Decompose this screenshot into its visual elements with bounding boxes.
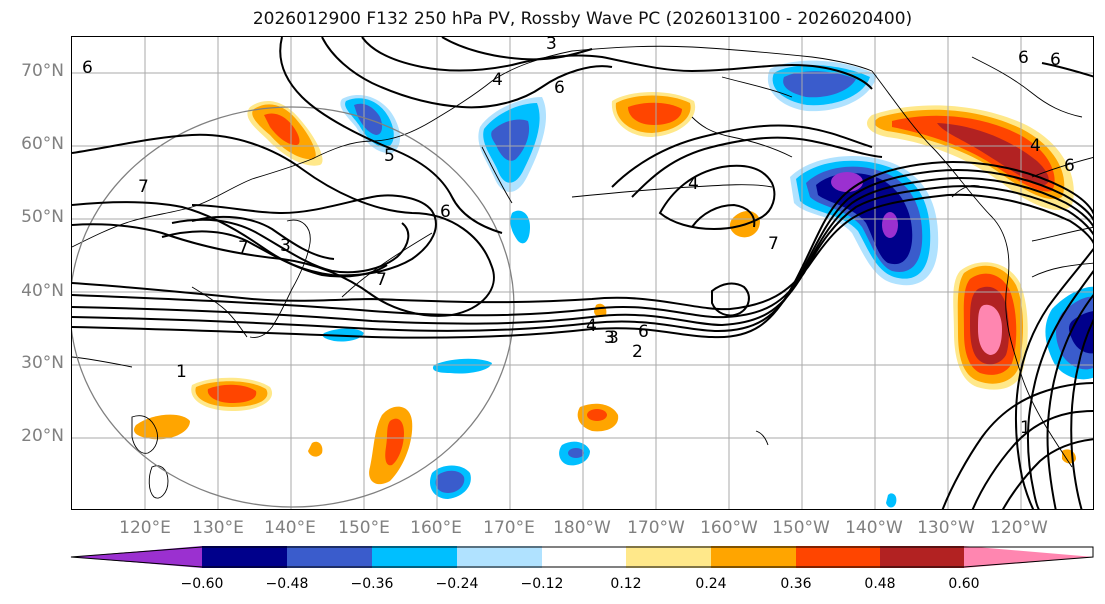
lat-label-30n: 30°N <box>21 353 64 373</box>
contour-label: 3 <box>280 236 291 256</box>
lon-label-140w: 140°W <box>845 518 903 538</box>
positive-anomaly-tiny-3 <box>1062 449 1076 464</box>
lat-label-70n: 70°N <box>21 61 64 81</box>
colorbar-segment <box>287 546 372 568</box>
colorbar <box>70 546 1094 568</box>
lon-label-160e: 160°E <box>410 518 462 538</box>
contour-label: 6 <box>1018 48 1029 68</box>
contour-label: 4 <box>492 70 503 90</box>
contour-label: 6 <box>1050 50 1061 70</box>
positive-anomaly-core-east <box>587 409 607 421</box>
contour-label: 3 <box>546 37 557 54</box>
contour-label: 1 <box>176 362 187 382</box>
positive-anomaly-subtropical-southwest <box>133 414 190 440</box>
lon-label-160w: 160°W <box>700 518 758 538</box>
contour-label: 4 <box>586 316 597 336</box>
colorbar-segment <box>880 546 964 568</box>
negative-anomaly-subtropical-4 <box>559 441 590 466</box>
contour-label: 1 <box>1020 418 1031 438</box>
colorbar-segment <box>202 546 287 568</box>
contour-label: 6 <box>82 58 93 78</box>
lon-label-180w: 180°W <box>553 518 611 538</box>
colorbar-tick-label: 0.24 <box>695 576 727 592</box>
lon-label-150w: 150°W <box>772 518 830 538</box>
contour-label: 7 <box>376 270 387 290</box>
lon-label-130w: 130°W <box>917 518 975 538</box>
contour-label: 7 <box>238 238 249 258</box>
colorbar-tick-label: −0.36 <box>350 576 394 592</box>
lon-label-120w: 120°W <box>990 518 1048 538</box>
positive-anomaly-west-coast <box>953 262 1028 390</box>
contour-label: 6 <box>554 78 565 98</box>
lon-label-120e: 120°E <box>119 518 171 538</box>
contour-label: 7 <box>138 177 149 197</box>
positive-anomaly-subtropical-west <box>191 377 273 411</box>
contour-label: 6 <box>440 202 451 222</box>
colorbar-tick-label: 0.12 <box>610 576 642 592</box>
colorbar-tick-label: −0.60 <box>180 576 224 592</box>
lat-label-60n: 60°N <box>21 134 64 154</box>
contour-label: 5 <box>384 146 395 166</box>
lon-label-130e: 130°E <box>192 518 244 538</box>
lat-label-50n: 50°N <box>21 207 64 227</box>
positive-anomaly-subtropical-central <box>369 406 413 485</box>
colorbar-segment <box>964 546 1094 568</box>
contour-labels: 3 4 6 6 6 4 5 6 3 6 4 7 7 7 3 6 7 4 3 2 … <box>82 37 1075 438</box>
colorbar-tick-label: 0.60 <box>948 576 980 592</box>
contour-label: 2 <box>632 342 643 362</box>
positive-anomaly-northeast-asia <box>247 101 323 166</box>
map-frame: 3 4 6 6 6 4 5 6 3 6 4 7 7 7 3 6 7 4 3 2 … <box>71 36 1094 510</box>
negative-anomaly-kamchatka <box>478 97 547 192</box>
colorbar-tick-label: 0.36 <box>780 576 812 592</box>
negative-anomaly-subtropical-3 <box>429 465 471 499</box>
contour-label: 6 <box>638 322 649 342</box>
verification-circle <box>72 106 515 508</box>
colorbar-tick-label: −0.24 <box>435 576 479 592</box>
lat-label-40n: 40°N <box>21 281 64 301</box>
lon-label-140e: 140°E <box>264 518 316 538</box>
colorbar-segment <box>542 546 626 568</box>
contour-label: 3 <box>604 328 615 348</box>
lon-label-170e: 170°E <box>483 518 535 538</box>
colorbar-segment <box>711 546 796 568</box>
contour-label: 4 <box>688 174 699 194</box>
positive-anomaly-tiny-1 <box>308 441 323 457</box>
colorbar-tick-label: −0.48 <box>265 576 309 592</box>
negative-anomaly-tiny <box>886 493 897 508</box>
contour-label: 3 <box>608 328 619 348</box>
colorbar-segment <box>457 546 542 568</box>
colorbar-tick-label: 0.48 <box>864 576 896 592</box>
lon-label-150e: 150°E <box>338 518 390 538</box>
negative-anomaly-northeast-pacific <box>790 155 939 286</box>
positive-anomaly-bering <box>611 92 696 137</box>
colorbar-segment <box>372 546 457 568</box>
colorbar-segment <box>70 546 202 568</box>
colorbar-outline <box>70 546 1094 568</box>
contour-label: 4 <box>1030 136 1041 156</box>
negative-anomaly-small-aleutian <box>510 210 530 244</box>
lon-label-170w: 170°W <box>627 518 685 538</box>
contour-label: 7 <box>768 234 779 254</box>
pv-contours <box>72 37 1093 509</box>
colorbar-tick-label: −0.12 <box>520 576 564 592</box>
negative-anomaly-okhotsk <box>340 95 401 154</box>
negative-anomaly-subtropical-1 <box>432 358 492 374</box>
colorbar-segment <box>626 546 711 568</box>
coastlines <box>72 45 1093 499</box>
colorbar-segment <box>796 546 880 568</box>
map-title: 2026012900 F132 250 hPa PV, Rossby Wave … <box>252 9 913 29</box>
pv-anomaly-shading <box>133 60 1093 508</box>
map-svg: 3 4 6 6 6 4 5 6 3 6 4 7 7 7 3 6 7 4 3 2 … <box>72 37 1093 509</box>
lat-label-20n: 20°N <box>21 426 64 446</box>
contour-label: 6 <box>1064 156 1075 176</box>
